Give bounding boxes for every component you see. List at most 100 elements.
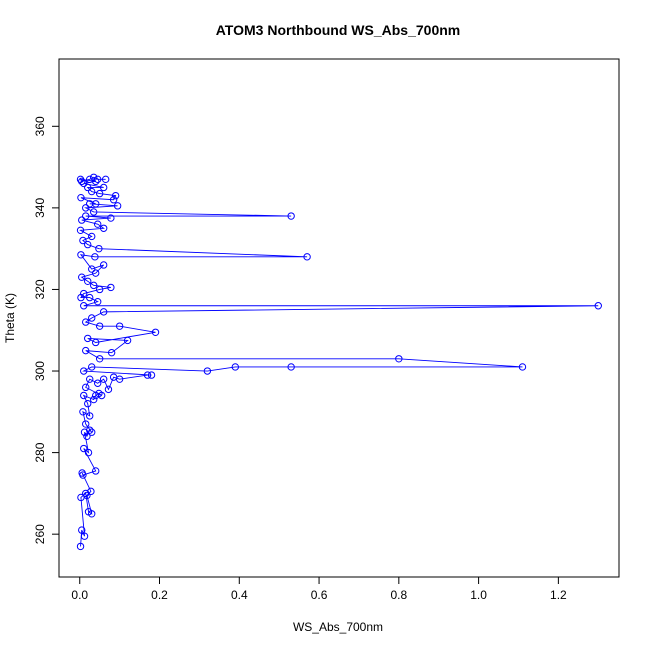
data-point <box>88 510 96 518</box>
data-point <box>111 191 120 200</box>
data-point <box>86 175 94 184</box>
data-point <box>147 371 156 379</box>
data-point <box>115 375 124 383</box>
data-point <box>97 391 106 400</box>
data-point <box>99 261 108 269</box>
data-point <box>84 183 92 192</box>
data-point <box>80 428 89 436</box>
data-point <box>287 212 295 220</box>
data-point <box>79 236 87 245</box>
data-point <box>77 251 85 259</box>
data-point <box>93 175 102 184</box>
data-point <box>107 348 116 357</box>
data-point <box>95 285 104 294</box>
data-point <box>518 363 527 371</box>
data-point <box>78 526 86 534</box>
data-point <box>107 283 115 292</box>
data-point <box>109 196 118 204</box>
plot-frame <box>58 58 620 578</box>
x-tick-label: 0.0 <box>71 588 88 602</box>
data-point <box>93 297 102 306</box>
data-point <box>80 532 89 540</box>
data-point <box>594 302 602 310</box>
data-point <box>82 420 90 428</box>
data-point <box>82 318 90 326</box>
x-tick-label: 0.6 <box>311 588 328 602</box>
data-point <box>80 302 88 310</box>
data-point <box>86 412 94 420</box>
data-point <box>88 187 96 196</box>
data-point <box>88 314 96 322</box>
data-point <box>104 385 113 394</box>
data-point <box>84 240 92 249</box>
data-point <box>95 355 104 363</box>
data-point <box>115 322 124 330</box>
data-point <box>76 175 85 184</box>
data-point <box>78 216 86 224</box>
x-tick-label: 1.2 <box>550 588 567 602</box>
data-point <box>82 346 90 355</box>
y-tick-label: 280 <box>33 442 47 462</box>
data-point <box>84 277 92 285</box>
data-point <box>90 281 98 290</box>
data-point <box>76 226 85 235</box>
y-tick-label: 260 <box>33 524 47 544</box>
y-axis-label: Theta (K) <box>3 293 17 343</box>
x-tick-label: 0.8 <box>390 588 407 602</box>
data-point <box>86 375 94 383</box>
data-point <box>99 308 108 316</box>
data-point <box>123 336 132 345</box>
data-point <box>84 399 92 408</box>
data-point <box>95 189 104 198</box>
data-point <box>101 175 110 184</box>
y-axis: 260 280 300 320 340 360 <box>33 116 60 544</box>
data-point <box>92 269 100 277</box>
data-point <box>90 395 98 404</box>
data-point <box>82 383 90 392</box>
chart-title: ATOM3 Northbound WS_Abs_700nm <box>216 22 461 38</box>
data-point <box>203 367 212 375</box>
data-point <box>80 367 88 375</box>
data-point <box>95 244 103 253</box>
data-point <box>77 193 85 202</box>
data-point <box>86 426 94 434</box>
data-point <box>92 467 100 475</box>
data-point <box>82 204 90 212</box>
y-tick-label: 360 <box>33 116 47 136</box>
data-point <box>88 232 96 241</box>
series-points <box>76 173 602 551</box>
y-tick-label: 340 <box>33 198 47 218</box>
data-point <box>80 444 88 453</box>
y-tick-label: 300 <box>33 361 47 381</box>
data-point <box>231 363 240 371</box>
x-axis: 0.0 0.2 0.4 0.6 0.8 1.0 1.2 <box>71 576 567 602</box>
data-point <box>93 379 102 387</box>
data-point <box>92 200 100 208</box>
data-point <box>83 432 91 440</box>
data-point <box>113 202 122 210</box>
data-point <box>78 177 86 186</box>
x-axis-label: WS_Abs_700nm <box>293 620 383 634</box>
data-point <box>395 355 403 363</box>
x-tick-label: 0.2 <box>151 588 168 602</box>
data-point <box>82 489 90 498</box>
y-tick-label: 320 <box>33 279 47 299</box>
data-point <box>83 491 91 500</box>
data-point <box>80 391 88 400</box>
data-point <box>84 334 92 343</box>
data-point <box>91 253 99 261</box>
data-point <box>84 448 93 457</box>
data-point <box>80 289 88 298</box>
data-point <box>99 183 108 192</box>
data-point <box>79 408 87 416</box>
data-point <box>76 542 85 551</box>
data-point <box>88 363 96 371</box>
data-point <box>287 363 295 371</box>
x-tick-label: 1.0 <box>470 588 487 602</box>
series-lines <box>79 176 599 547</box>
series-line <box>79 176 599 547</box>
x-tick-label: 0.4 <box>231 588 248 602</box>
data-point <box>88 265 96 273</box>
data-point <box>107 214 115 222</box>
